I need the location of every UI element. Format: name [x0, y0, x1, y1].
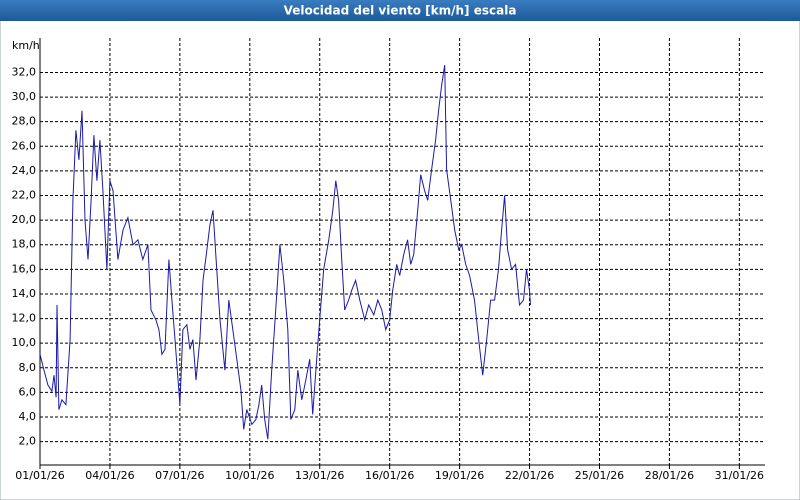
x-tick-label: 10/01/26 — [225, 469, 274, 482]
chart-title: Velocidad del viento [km/h] escala — [284, 4, 517, 18]
y-tick-label: 24,0 — [12, 164, 37, 177]
y-tick-label: 2,0 — [19, 435, 37, 448]
data-line — [39, 65, 531, 440]
y-tick-label: 6,0 — [19, 385, 37, 398]
y-tick-label: 32,0 — [12, 65, 37, 78]
y-tick-label: 12,0 — [12, 312, 37, 325]
x-tick-label: 28/01/26 — [645, 469, 694, 482]
y-tick-label: 10,0 — [12, 336, 37, 349]
y-tick-label: 16,0 — [12, 262, 37, 275]
x-tick-label: 25/01/26 — [575, 469, 624, 482]
y-tick-label: 14,0 — [12, 287, 37, 300]
x-tick-label: 07/01/26 — [155, 469, 204, 482]
y-tick-label: 8,0 — [19, 361, 37, 374]
x-tick-label: 01/01/26 — [15, 469, 64, 482]
y-tick-label: 26,0 — [12, 139, 37, 152]
y-tick-label: 4,0 — [19, 410, 37, 423]
x-tick-label: 22/01/26 — [505, 469, 554, 482]
x-tick-label: 04/01/26 — [85, 469, 134, 482]
y-tick-label: 22,0 — [12, 189, 37, 202]
y-axis-label: km/h — [12, 39, 40, 52]
x-tick-label: 13/01/26 — [295, 469, 344, 482]
x-tick-label: 19/01/26 — [435, 469, 484, 482]
y-tick-label: 30,0 — [12, 90, 37, 103]
x-tick-label: 16/01/26 — [365, 469, 414, 482]
title-bar — [0, 0, 800, 21]
y-tick-label: 28,0 — [12, 115, 37, 128]
x-tick-label: 31/01/26 — [715, 469, 764, 482]
y-tick-label: 20,0 — [12, 213, 37, 226]
y-tick-label: 18,0 — [12, 238, 37, 251]
